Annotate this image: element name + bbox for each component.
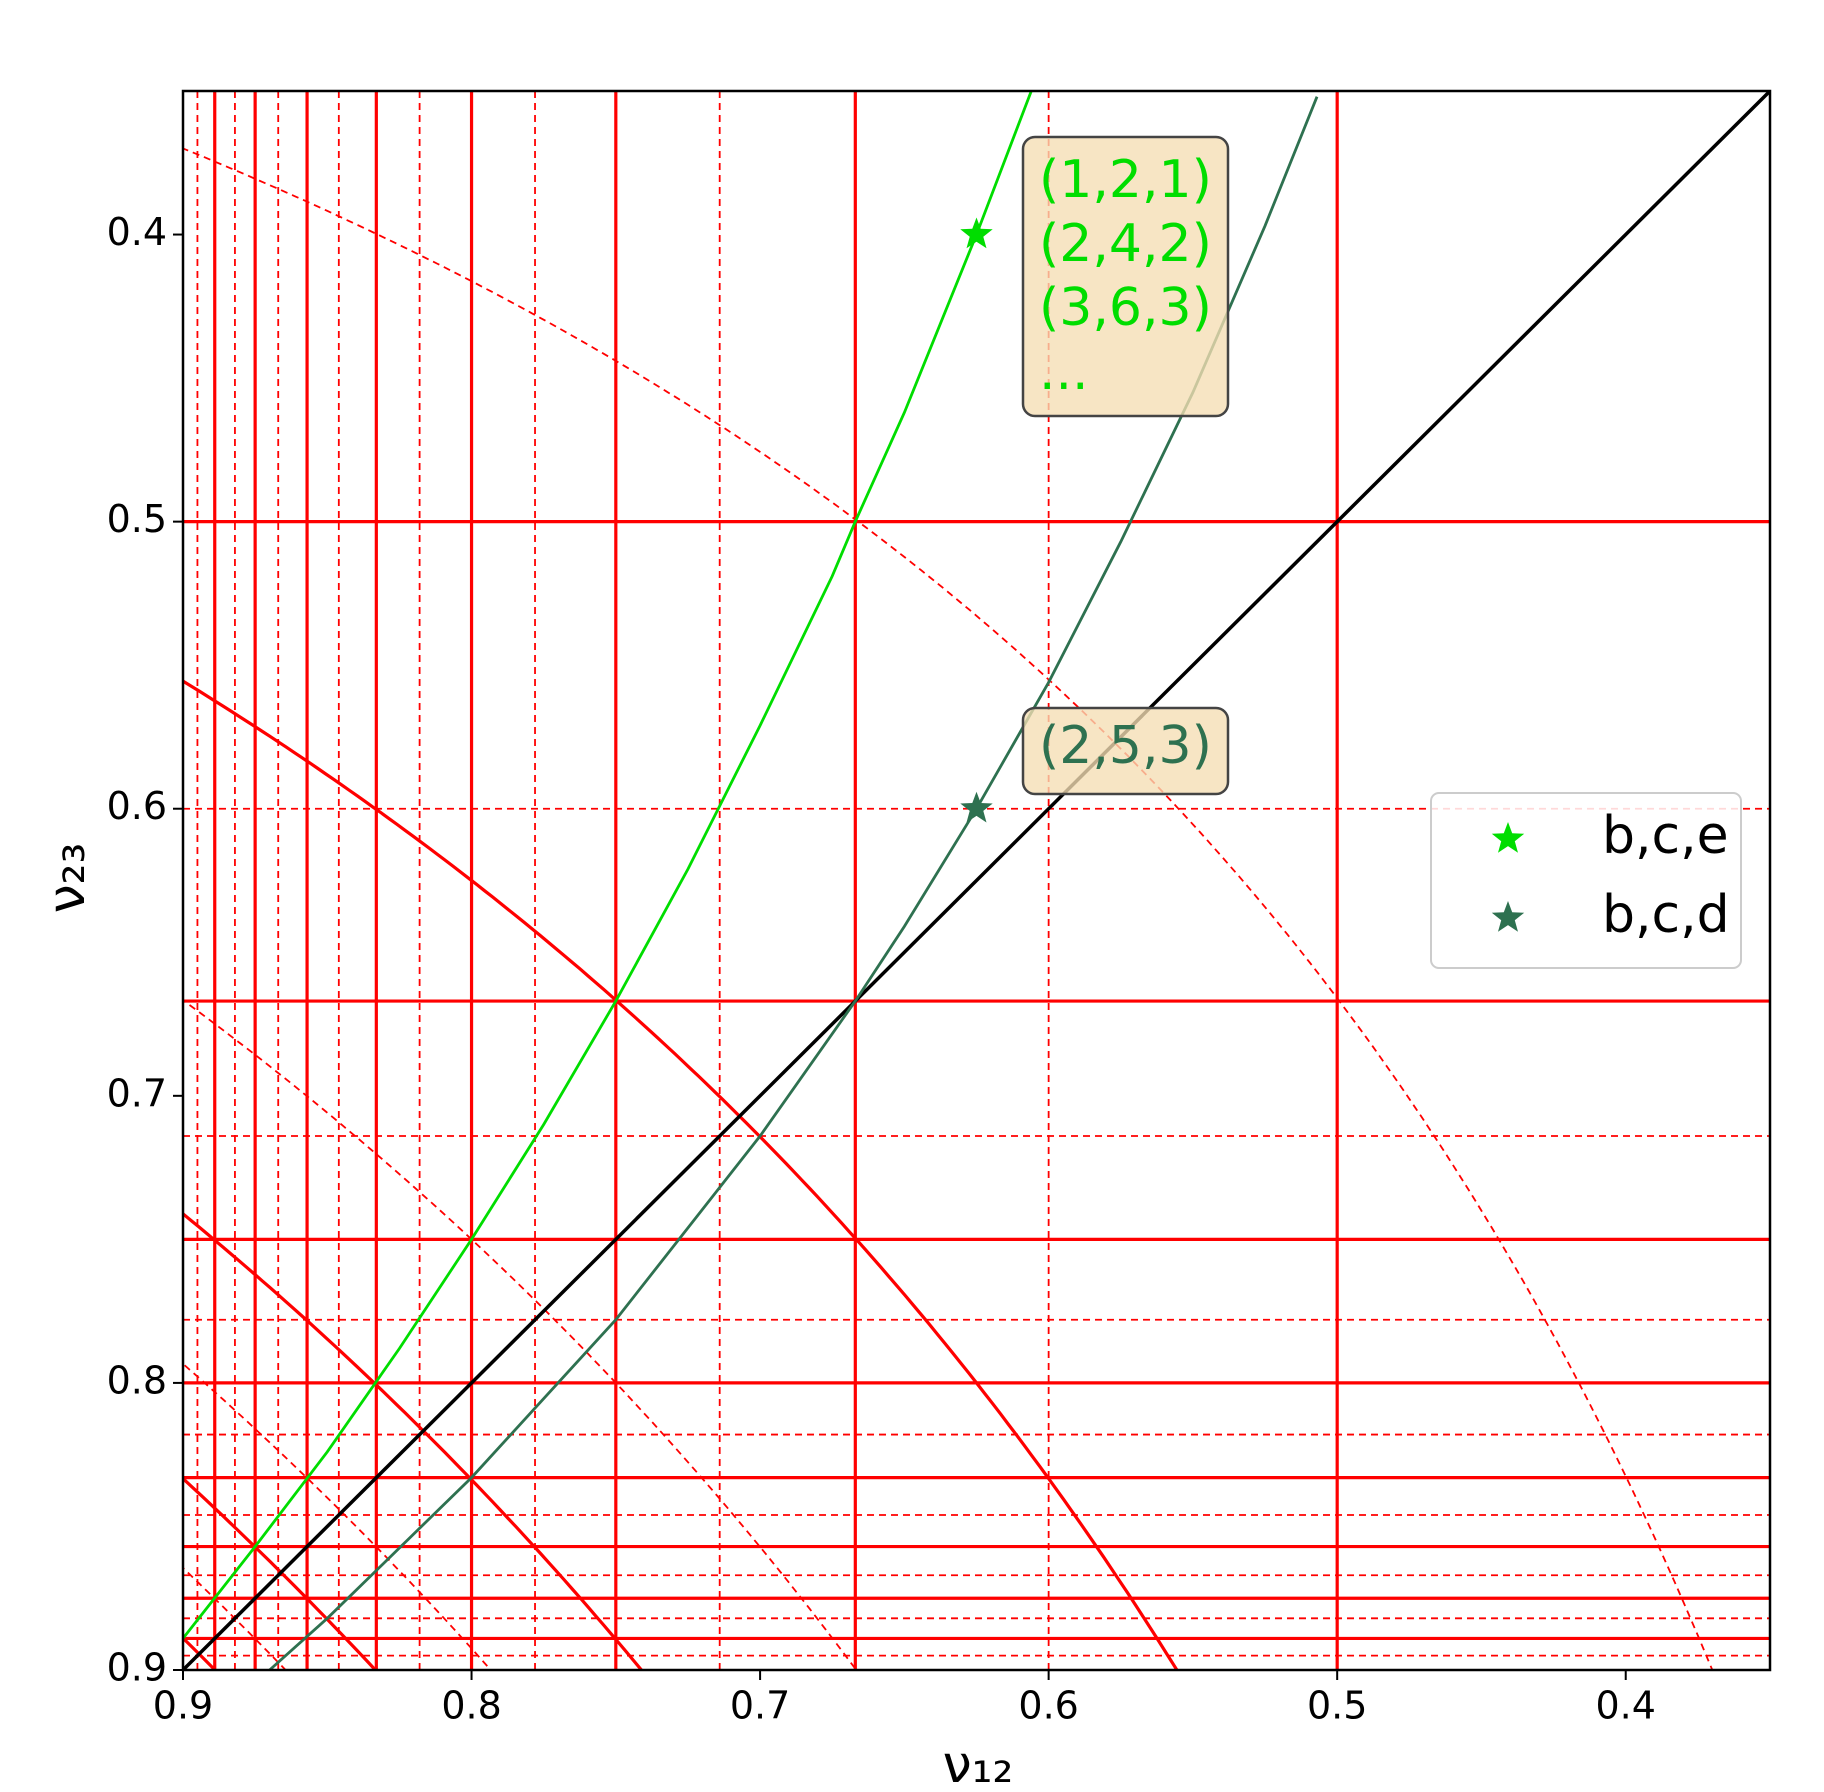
x-axis-label: ν₁₂: [943, 1735, 1014, 1792]
x-tick-label: 0.9: [153, 1684, 213, 1728]
product-curve: [183, 147, 1714, 1670]
star-marker: [960, 217, 993, 249]
legend-marker: [1491, 901, 1525, 932]
y-tick-label: 0.5: [107, 497, 167, 541]
plot-frame: [181, 89, 1772, 1672]
product-curve: [183, 1212, 644, 1670]
y-tick-label: 0.8: [107, 1358, 167, 1402]
overlay: (1,2,1)(2,4,2)(3,6,3)... (2,5,3) 0.9 0.8 0.7…: [107, 89, 1772, 1728]
x-tick-label: 0.4: [1596, 1684, 1656, 1728]
annotation-text: (2,4,2): [1039, 214, 1212, 274]
product-curve: [183, 999, 858, 1670]
x-tick-label: 0.8: [441, 1684, 501, 1728]
star-marker: [960, 791, 993, 823]
x-tick-label: 0.5: [1307, 1684, 1367, 1728]
annotation-box: [1021, 135, 1230, 418]
annotation-box: [1021, 706, 1230, 796]
legend-marker: [1491, 822, 1525, 853]
y-axis-label: ν₂₃: [37, 843, 97, 914]
legend-label: b,c,e: [1602, 806, 1729, 866]
diagonal-line: [183, 91, 1770, 1670]
annotation-text: (1,2,1): [1039, 150, 1212, 210]
annotation-text: (3,6,3): [1039, 278, 1212, 338]
legend-label: b,c,d: [1602, 885, 1730, 945]
y-tick-label: 0.6: [107, 784, 167, 828]
x-tick-label: 0.7: [730, 1684, 790, 1728]
y-tick-label: 0.7: [107, 1071, 167, 1115]
y-tick-label: 0.9: [107, 1646, 167, 1690]
product-curve: [183, 679, 1179, 1670]
y-tick-label: 0.4: [107, 210, 167, 254]
legend: b,c,e b,c,d: [1430, 792, 1742, 969]
annotation-text: (2,5,3): [1039, 716, 1212, 776]
x-tick-label: 0.6: [1018, 1684, 1078, 1728]
annotation-text: ...: [1039, 342, 1089, 402]
series-line: [183, 91, 1033, 1640]
